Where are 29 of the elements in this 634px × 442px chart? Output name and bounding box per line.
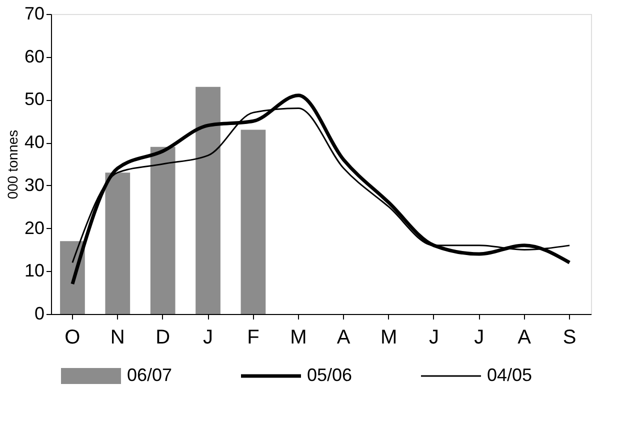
legend-label: 04/05	[487, 365, 532, 385]
bar	[240, 130, 266, 314]
x-tick-label: A	[336, 326, 351, 348]
y-tick-label: 60	[24, 46, 44, 66]
y-tick-label: 70	[24, 4, 44, 24]
x-tick-label: D	[156, 326, 170, 348]
line-series	[70, 94, 572, 286]
y-tick-label: 20	[24, 218, 44, 238]
legend-label: 05/06	[307, 365, 352, 385]
x-tick-label: S	[562, 326, 576, 348]
x-tick-label: N	[110, 326, 125, 348]
y-axis-title: 000 tonnes	[4, 130, 20, 200]
x-tick-label: M	[290, 326, 307, 348]
bar	[196, 86, 220, 314]
bar	[105, 172, 130, 314]
y-tick-label: 0	[34, 304, 44, 324]
x-tick-label: J	[474, 326, 484, 348]
y-tick-label: 10	[24, 260, 44, 281]
bar	[150, 146, 176, 314]
x-tick-label: A	[518, 326, 532, 348]
x-tick-label: O	[64, 326, 80, 348]
y-tick-label: 40	[24, 132, 44, 152]
x-tick-label: J	[428, 326, 439, 348]
x-tick-label: M	[380, 326, 398, 348]
y-tick-label: 30	[24, 174, 44, 195]
x-tick-label: J	[203, 326, 214, 348]
legend-label: 06/07	[127, 365, 172, 385]
x-tick-label: F	[247, 326, 260, 348]
y-tick-label: 50	[24, 89, 44, 110]
